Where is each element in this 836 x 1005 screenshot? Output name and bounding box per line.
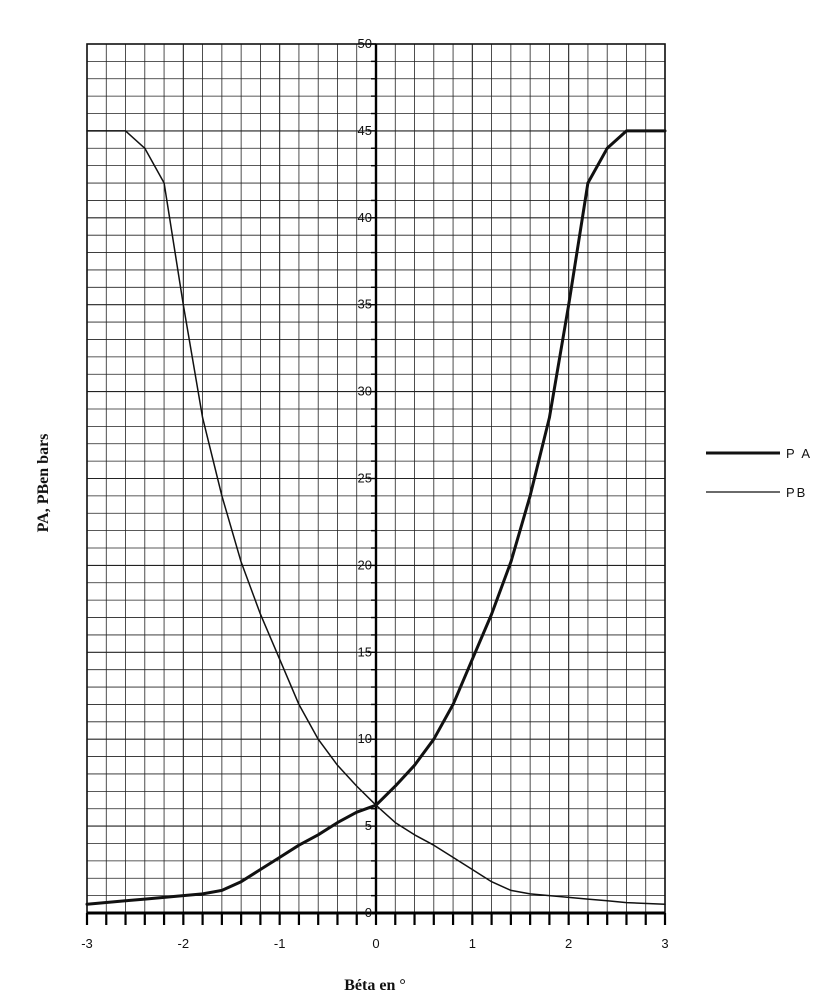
legend-label-pb: PB bbox=[786, 485, 807, 500]
axes bbox=[85, 43, 667, 925]
series-lines bbox=[85, 129, 667, 906]
x-axis-title: Béta en ° bbox=[344, 977, 406, 994]
x-tick-label: -2 bbox=[178, 936, 190, 951]
y-tick-label: 10 bbox=[358, 731, 372, 746]
y-tick-label: 30 bbox=[358, 384, 372, 399]
x-tick-label: 1 bbox=[469, 936, 476, 951]
y-tick-label: 45 bbox=[358, 123, 372, 138]
x-tick-label: 2 bbox=[565, 936, 572, 951]
legend: P A PB bbox=[706, 446, 812, 500]
x-tick-label: 0 bbox=[372, 936, 379, 951]
series-line-pb bbox=[86, 130, 666, 906]
y-tick-label: 15 bbox=[358, 644, 372, 659]
legend-label-pa: P A bbox=[786, 446, 812, 461]
x-tick-label: -3 bbox=[81, 936, 93, 951]
y-axis-title: PA, PBen bars bbox=[35, 434, 52, 533]
y-tick-label: 50 bbox=[358, 36, 372, 51]
y-tick-label: 35 bbox=[358, 297, 372, 312]
x-tick-label: 3 bbox=[661, 936, 668, 951]
y-tick-label: 0 bbox=[365, 905, 372, 920]
y-tick-label: 25 bbox=[358, 471, 372, 486]
y-tick-label: 5 bbox=[365, 818, 372, 833]
x-tick-label: -1 bbox=[274, 936, 286, 951]
y-tick-label: 40 bbox=[358, 210, 372, 225]
y-tick-label: 20 bbox=[358, 557, 372, 572]
